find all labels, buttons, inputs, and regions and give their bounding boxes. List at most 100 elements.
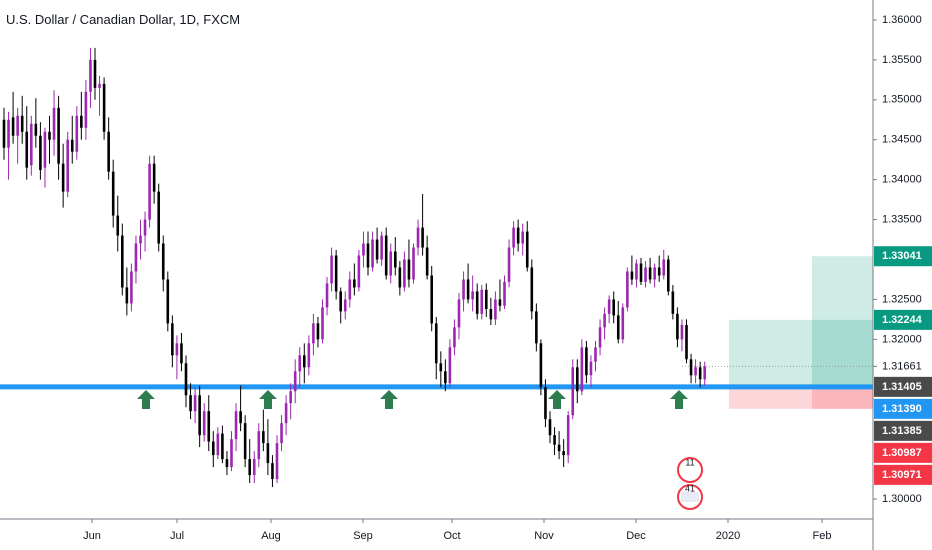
candle-body[interactable] [339,291,342,312]
candle-body[interactable] [621,307,625,340]
target-zone-2[interactable] [812,256,873,387]
candle-body[interactable] [2,119,6,148]
candle-body[interactable] [80,115,83,128]
candle-body[interactable] [671,291,675,314]
candle-body[interactable] [516,227,520,244]
candle-body[interactable] [485,289,488,310]
price-tag[interactable] [874,376,932,397]
candle-body[interactable] [57,107,60,164]
candle-body[interactable] [125,287,129,304]
candle-body[interactable] [7,119,10,148]
candle-body[interactable] [403,259,406,288]
candle-body[interactable] [389,251,393,276]
candle-body[interactable] [20,115,24,132]
candle-body[interactable] [503,281,506,306]
candle-body[interactable] [75,115,79,152]
candle-body[interactable] [189,395,192,412]
candle-body[interactable] [453,327,456,348]
candle-body[interactable] [66,139,69,192]
candle-body[interactable] [457,299,461,328]
candle-body[interactable] [430,275,433,324]
candle-body[interactable] [471,291,474,300]
candle-body[interactable] [157,191,160,244]
candle-body[interactable] [161,243,165,280]
candle-body[interactable] [498,299,502,306]
candle-body[interactable] [589,361,593,376]
candle-body[interactable] [421,227,424,248]
candle-body[interactable] [148,163,151,220]
candle-body[interactable] [143,219,147,236]
candle-body[interactable] [548,419,552,436]
candle-body[interactable] [102,83,106,132]
candle-body[interactable] [216,433,220,456]
candle-body[interactable] [653,267,656,280]
candle-body[interactable] [616,315,620,340]
candle-body[interactable] [394,251,397,268]
price-tag[interactable] [874,464,932,485]
candle-body[interactable] [507,247,511,282]
candle-body[interactable] [576,367,579,392]
candle-body[interactable] [275,443,279,480]
candle-body[interactable] [98,83,101,88]
candle-body[interactable] [566,415,570,456]
candle-body[interactable] [466,279,470,300]
stop-zone-2[interactable] [812,386,873,409]
candle-body[interactable] [444,371,447,384]
candle-body[interactable] [70,139,74,152]
candle-body[interactable] [312,323,315,344]
candle-body[interactable] [626,271,629,308]
candle-body[interactable] [603,313,606,328]
candle-body[interactable] [330,255,333,284]
candle-body[interactable] [289,391,292,404]
support-touch-arrow-icon[interactable] [380,390,398,409]
candle-body[interactable] [585,347,588,376]
candle-body[interactable] [139,235,142,244]
candle-body[interactable] [676,313,679,340]
candle-body[interactable] [366,243,370,268]
price-tag[interactable] [874,398,932,419]
candle-body[interactable] [562,451,565,456]
candle-body[interactable] [357,255,361,288]
candle-body[interactable] [644,267,647,282]
candle-body[interactable] [121,235,124,288]
candle-body[interactable] [334,255,338,292]
candle-body[interactable] [412,247,415,280]
candle-body[interactable] [371,239,374,268]
candle-body[interactable] [30,123,33,166]
support-touch-arrow-icon[interactable] [259,390,277,409]
candle-body[interactable] [34,123,38,136]
candle-body[interactable] [243,423,247,460]
candle-body[interactable] [198,395,201,436]
price-tag[interactable] [874,246,932,267]
candle-body[interactable] [680,324,684,340]
candle-body[interactable] [489,309,493,320]
candle-body[interactable] [662,259,666,276]
candle-body[interactable] [175,343,179,356]
candle-body[interactable] [407,259,411,280]
candle-body[interactable] [571,367,575,416]
candle-body[interactable] [307,343,311,368]
candle-body[interactable] [480,289,484,314]
candle-body[interactable] [234,411,238,440]
candle-body[interactable] [521,231,524,244]
candle-body[interactable] [343,299,347,312]
candle-body[interactable] [398,267,402,288]
candle-body[interactable] [230,439,233,468]
candle-body[interactable] [462,279,465,300]
candle-body[interactable] [134,243,138,272]
candle-body[interactable] [416,227,420,248]
candle-body[interactable] [293,371,297,392]
candle-body[interactable] [93,59,97,88]
candle-body[interactable] [635,263,638,280]
candle-body[interactable] [694,367,697,376]
candle-body[interactable] [284,403,288,424]
candle-body[interactable] [557,444,561,452]
target-zone-1[interactable] [729,319,873,387]
candle-body[interactable] [202,411,206,436]
candle-body[interactable] [580,347,584,392]
support-touch-arrow-icon[interactable] [670,390,688,409]
candle-body[interactable] [61,163,65,192]
candle-body[interactable] [362,243,365,256]
candle-body[interactable] [439,363,443,372]
candle-body[interactable] [639,263,643,282]
